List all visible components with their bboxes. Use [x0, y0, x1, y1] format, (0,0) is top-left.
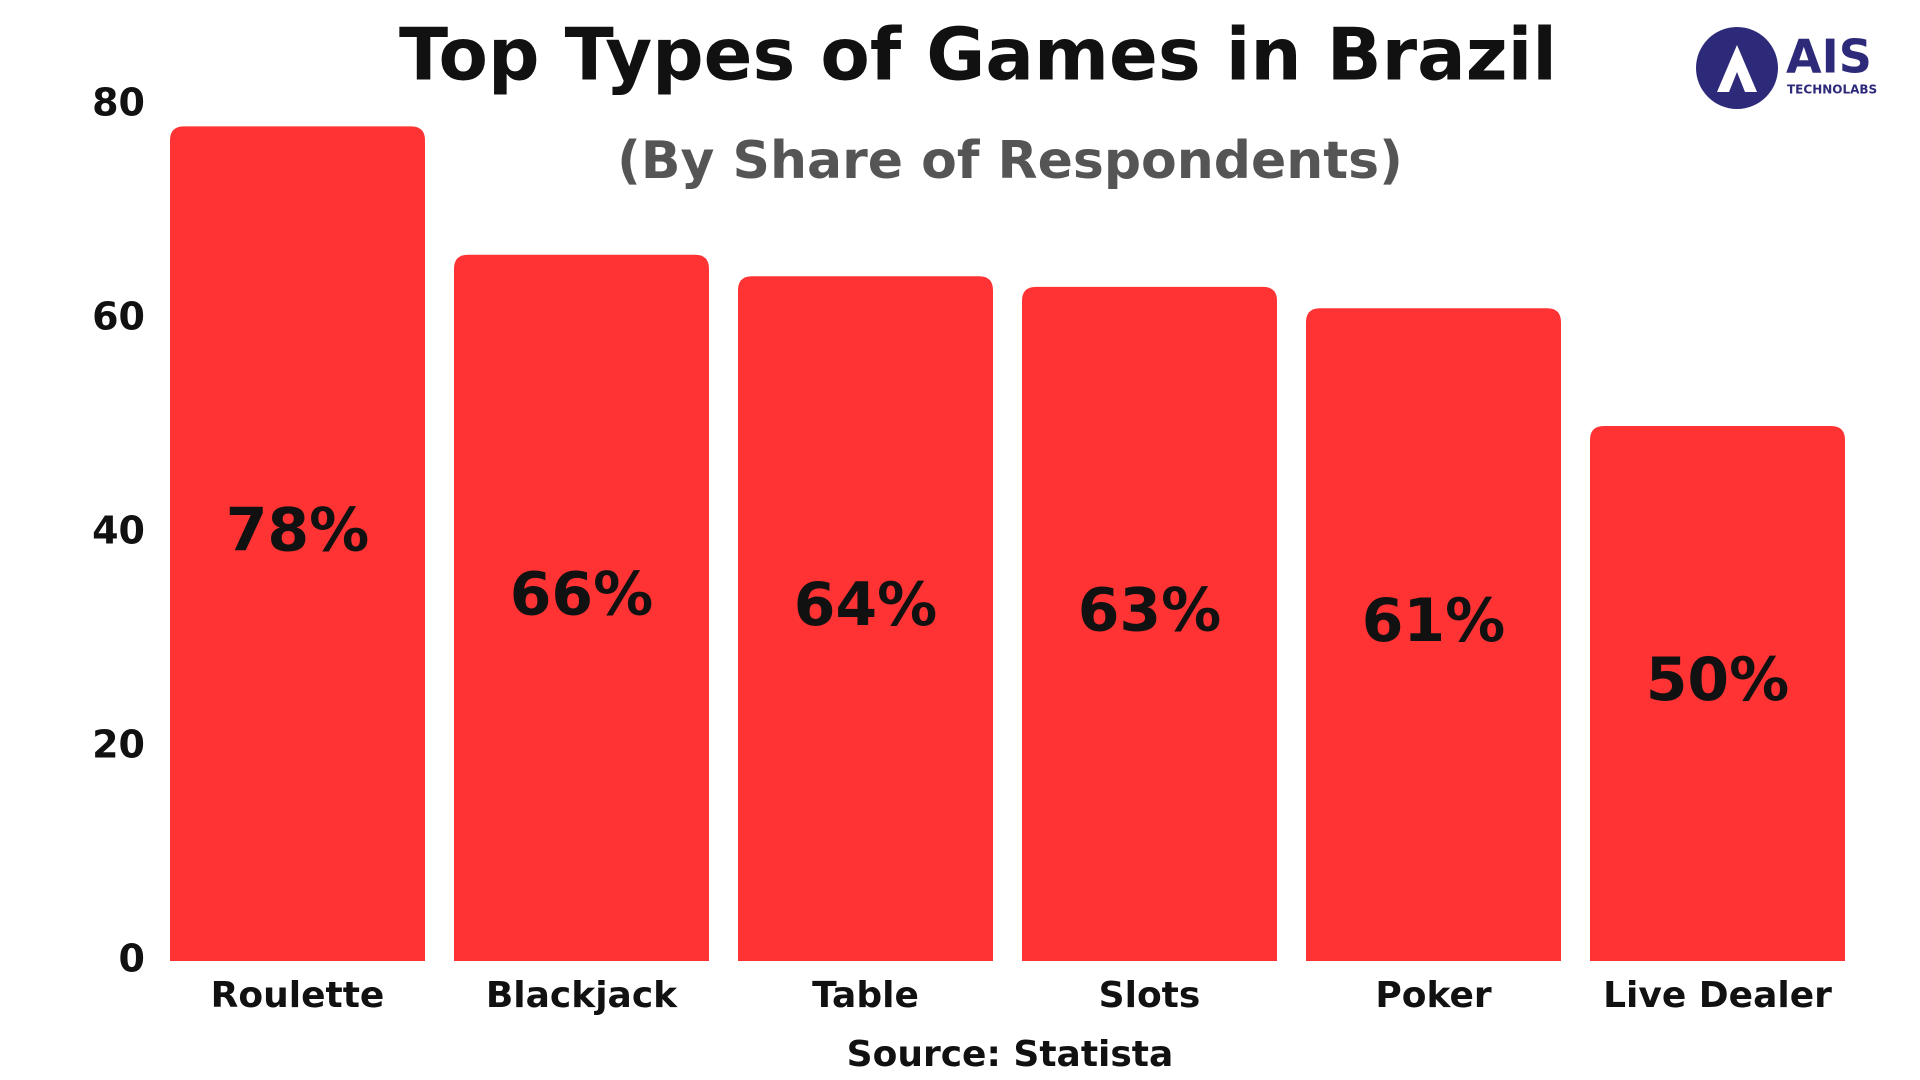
source-note: Source: Statista [847, 1034, 1174, 1075]
logo: AIS TECHNOLABS [1696, 27, 1877, 109]
x-tick-label: Blackjack [486, 975, 678, 1016]
y-tick-label: 80 [92, 81, 145, 125]
y-tick-label: 60 [92, 295, 145, 339]
x-tick-label: Slots [1099, 975, 1201, 1016]
value-label: 78% [226, 495, 370, 565]
value-label: 66% [510, 559, 654, 629]
x-tick-label: Live Dealer [1603, 975, 1832, 1016]
y-tick-label: 20 [92, 723, 145, 767]
bar [738, 276, 993, 961]
x-tick-label: Roulette [211, 975, 385, 1016]
logo-icon [1717, 45, 1757, 92]
logo-subtext: TECHNOLABS [1787, 83, 1877, 97]
bar [1306, 308, 1561, 961]
y-tick-label: 40 [92, 509, 145, 553]
value-label: 64% [794, 570, 938, 640]
bar [1590, 426, 1845, 961]
value-label: 63% [1078, 576, 1222, 646]
bar [1022, 286, 1277, 961]
chart-title: Top Types of Games in Brazil [399, 13, 1557, 97]
chart-subtitle: (By Share of Respondents) [617, 131, 1403, 191]
value-label: 50% [1646, 645, 1790, 715]
y-tick-label: 0 [119, 937, 145, 981]
bar [454, 254, 709, 962]
bar [170, 126, 425, 961]
logo-text: AIS [1786, 30, 1872, 84]
value-label: 61% [1362, 586, 1506, 656]
x-tick-label: Table [812, 975, 919, 1016]
x-tick-label: Poker [1375, 975, 1492, 1016]
